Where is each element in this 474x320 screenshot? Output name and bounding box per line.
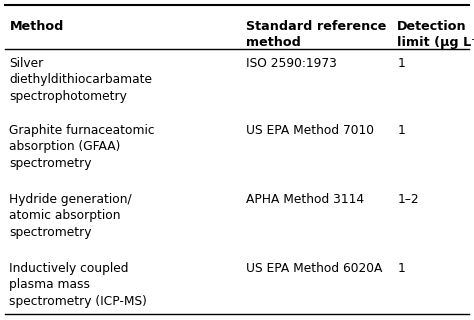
Text: 1: 1 xyxy=(397,262,405,275)
Text: US EPA Method 7010: US EPA Method 7010 xyxy=(246,124,374,137)
Text: Inductively coupled
plasma mass
spectrometry (ICP-MS): Inductively coupled plasma mass spectrom… xyxy=(9,262,147,308)
Text: 1: 1 xyxy=(397,57,405,69)
Text: Standard reference
method: Standard reference method xyxy=(246,20,387,50)
Text: 1–2: 1–2 xyxy=(397,193,419,206)
Text: Graphite furnaceatomic
absorption (GFAA)
spectrometry: Graphite furnaceatomic absorption (GFAA)… xyxy=(9,124,155,170)
Text: ISO 2590:1973: ISO 2590:1973 xyxy=(246,57,337,69)
Text: APHA Method 3114: APHA Method 3114 xyxy=(246,193,365,206)
Text: US EPA Method 6020A: US EPA Method 6020A xyxy=(246,262,383,275)
Text: Detection
limit (μg L⁻¹): Detection limit (μg L⁻¹) xyxy=(397,20,474,50)
Text: 1: 1 xyxy=(397,124,405,137)
Text: Method: Method xyxy=(9,20,64,34)
Text: Silver
diethyldithiocarbamate
spectrophotometry: Silver diethyldithiocarbamate spectropho… xyxy=(9,57,152,102)
Text: Hydride generation/
atomic absorption
spectrometry: Hydride generation/ atomic absorption sp… xyxy=(9,193,132,239)
